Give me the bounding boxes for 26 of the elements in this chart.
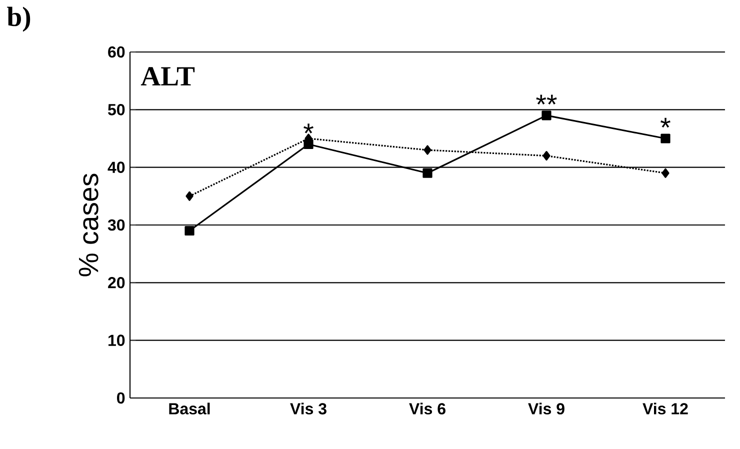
x-tick-label: Vis 9	[528, 402, 564, 414]
y-axis-title: % cases	[78, 174, 98, 276]
x-tick-label: Basal	[169, 402, 210, 414]
y-tick-label: 0	[117, 392, 125, 404]
annotation: *	[660, 118, 670, 128]
y-tick-label: 30	[108, 219, 125, 231]
point	[542, 110, 552, 120]
x-tick-label: Vis 6	[409, 402, 446, 414]
annotation: **	[536, 94, 557, 105]
y-tick-label: 10	[108, 334, 125, 346]
annotation: *	[304, 124, 314, 134]
point	[186, 191, 194, 201]
point	[662, 168, 670, 178]
y-tick-label: 20	[108, 277, 125, 288]
y-tick-label: 60	[108, 46, 125, 58]
point	[424, 145, 432, 155]
x-tick-label: Vis 12	[642, 402, 688, 414]
point	[184, 226, 194, 236]
chart-title: ALT	[140, 67, 195, 86]
point	[422, 168, 432, 178]
y-tick-label: 40	[108, 162, 125, 173]
y-tick-label: 50	[108, 104, 125, 116]
point	[542, 150, 550, 161]
x-tick-label: Vis 3	[290, 402, 326, 414]
point	[660, 134, 670, 144]
text: b)	[7, 6, 30, 32]
